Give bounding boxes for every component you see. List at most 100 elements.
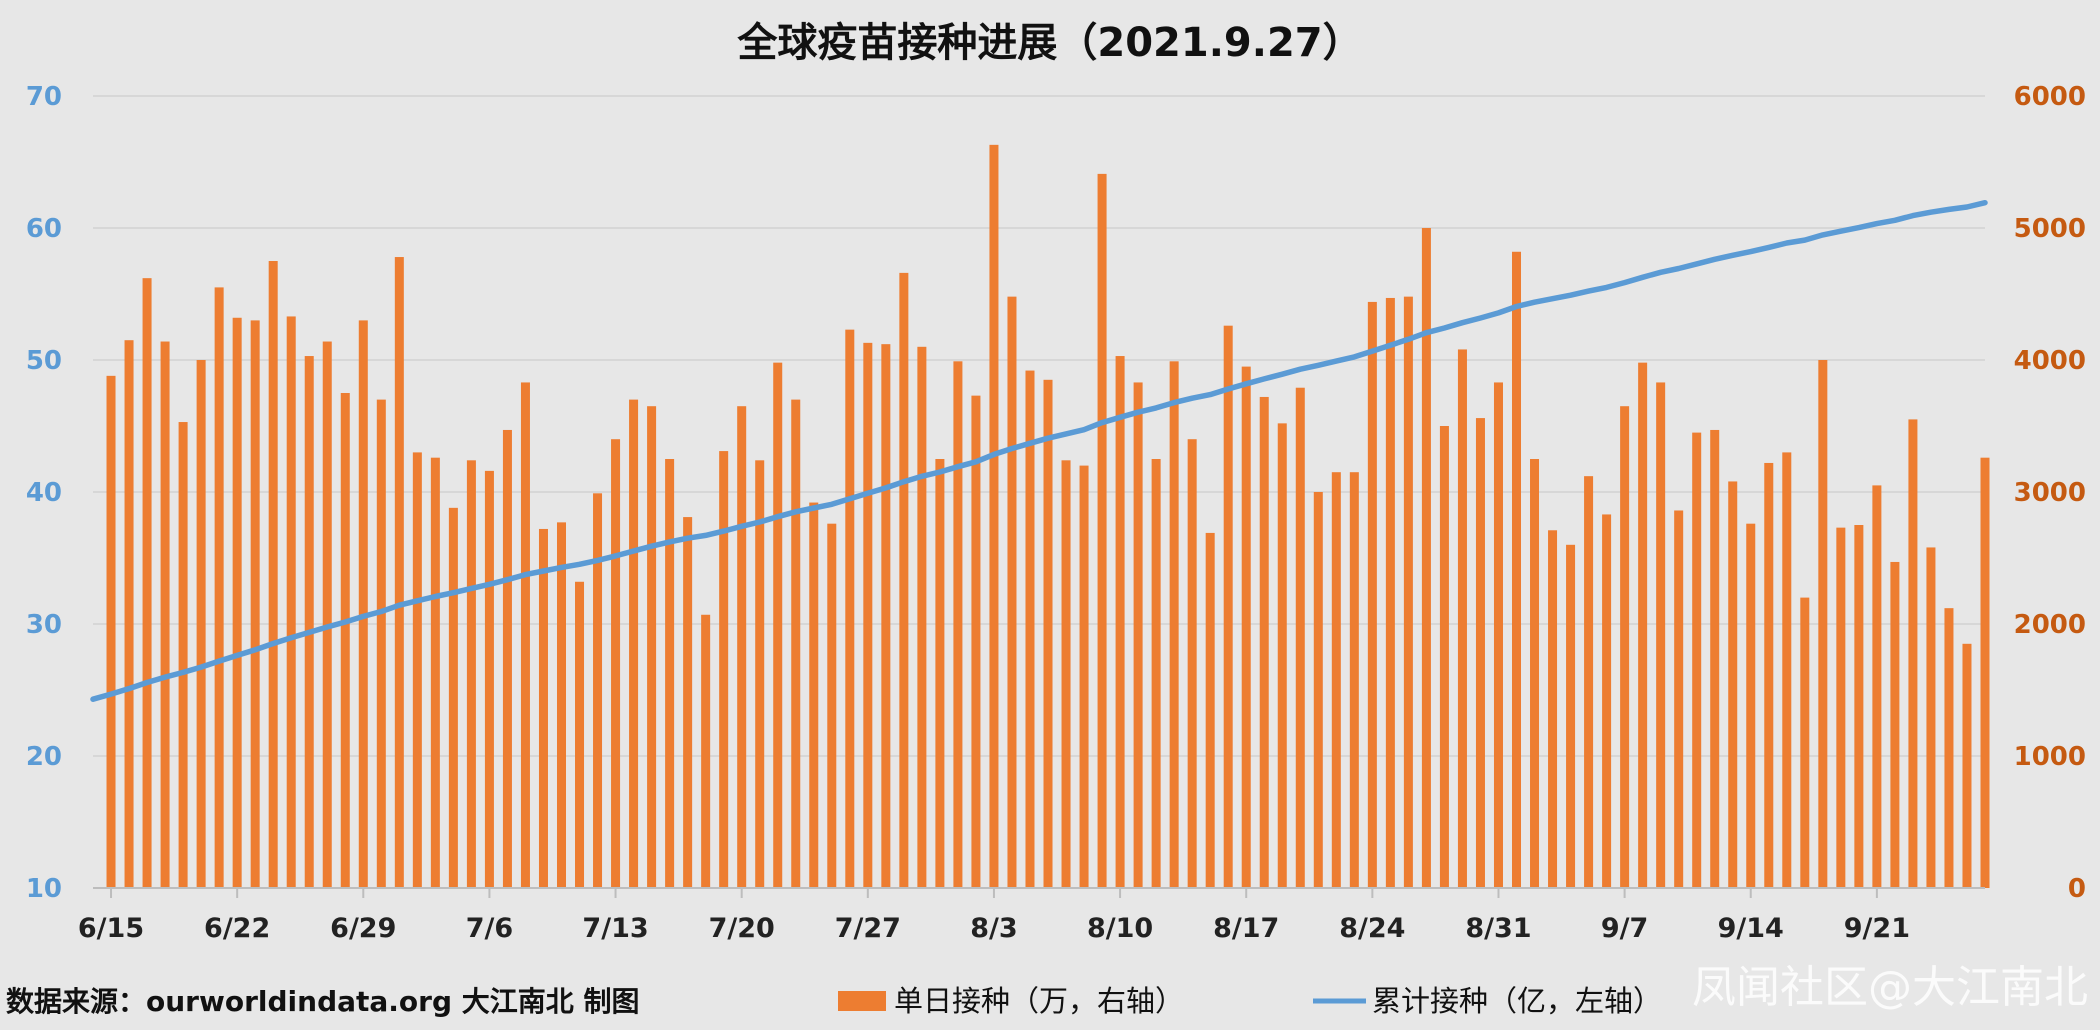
x-tick-label: 6/22 — [204, 913, 270, 944]
daily-bar — [1638, 362, 1648, 888]
daily-bar — [737, 406, 747, 888]
daily-bar — [232, 317, 242, 888]
daily-bar — [1403, 296, 1413, 888]
daily-bar — [1836, 527, 1846, 888]
daily-bar — [701, 614, 711, 888]
x-tick-label: 8/31 — [1465, 913, 1531, 944]
daily-bar — [322, 341, 332, 888]
daily-bar — [827, 523, 837, 888]
daily-bar — [1061, 460, 1071, 888]
daily-bar — [755, 460, 765, 888]
daily-bar — [1764, 462, 1774, 888]
daily-bars — [106, 144, 1990, 889]
daily-bar — [1079, 465, 1089, 888]
source-note: 数据来源：ourworldindata.org 大江南北 制图 — [6, 985, 640, 1018]
y-left-tick-label: 40 — [26, 478, 62, 508]
daily-bar — [1962, 643, 1972, 888]
daily-bar — [196, 360, 206, 888]
daily-bar — [484, 470, 494, 888]
daily-bar — [466, 460, 476, 888]
daily-bar — [899, 272, 909, 888]
legend-bar-swatch — [838, 991, 886, 1011]
y-right-tick-label: 2000 — [2014, 610, 2086, 640]
daily-bar — [845, 329, 855, 888]
daily-bar — [340, 393, 350, 888]
daily-bar — [1439, 426, 1449, 888]
daily-bar — [214, 287, 224, 888]
daily-bar — [1367, 301, 1377, 888]
daily-bar — [863, 342, 873, 889]
daily-bar — [142, 278, 152, 888]
daily-bar — [394, 257, 404, 888]
daily-bar — [1566, 544, 1576, 888]
chart-title: 全球疫苗接种进展（2021.9.27） — [736, 20, 1362, 66]
daily-bar — [1277, 423, 1287, 888]
daily-bar — [1169, 361, 1179, 888]
daily-bar — [520, 382, 530, 888]
daily-bar — [376, 399, 386, 888]
daily-bar — [1602, 514, 1612, 888]
x-tick-label: 7/13 — [582, 913, 648, 944]
daily-bar — [881, 344, 891, 888]
daily-bar — [1115, 356, 1125, 888]
y-left-tick-label: 60 — [26, 214, 62, 244]
daily-bar — [593, 493, 603, 888]
daily-bar — [1385, 297, 1395, 889]
legend-line-label: 累计接种（亿，左轴） — [1372, 984, 1662, 1018]
daily-bar — [1548, 530, 1558, 888]
daily-bar — [1782, 452, 1792, 888]
daily-bar — [935, 459, 945, 888]
daily-bar — [286, 316, 296, 888]
daily-bar — [1223, 325, 1233, 888]
daily-bar — [1313, 492, 1323, 888]
daily-bar — [1926, 547, 1936, 888]
daily-bar — [1295, 387, 1305, 888]
x-tick-label: 9/7 — [1601, 913, 1648, 944]
x-tick-label: 9/21 — [1844, 913, 1910, 944]
daily-bar — [268, 261, 278, 888]
y-right-tick-label: 3000 — [2014, 478, 2086, 508]
daily-bar — [1349, 472, 1359, 888]
x-tick-label: 7/27 — [835, 913, 901, 944]
y-right-tick-label: 1000 — [2014, 742, 2086, 772]
daily-bar — [250, 320, 260, 888]
daily-bar — [1944, 608, 1954, 888]
daily-bar — [412, 452, 422, 888]
daily-bar — [1025, 370, 1035, 888]
daily-bar — [971, 395, 981, 888]
daily-bar — [1512, 251, 1522, 888]
daily-bar — [1205, 532, 1215, 888]
daily-bar — [1584, 476, 1594, 888]
x-tick-label: 8/17 — [1213, 913, 1279, 944]
daily-bar — [953, 361, 963, 888]
daily-bar — [1620, 406, 1630, 888]
daily-bar — [773, 362, 783, 888]
daily-bar — [1097, 173, 1107, 888]
daily-bar — [1187, 439, 1197, 888]
x-tick-label: 7/6 — [466, 913, 513, 944]
cumulative-line-path — [90, 199, 1988, 702]
daily-bar — [917, 346, 927, 888]
x-tick-label: 9/14 — [1718, 913, 1784, 944]
daily-bar — [575, 581, 585, 888]
daily-bar — [106, 375, 116, 889]
x-tick-label: 6/15 — [78, 913, 144, 944]
axes: 10 20 30 40 50 60 70 0 1000 2000 3000 4000 5000 6000 6… — [26, 82, 2086, 944]
y-left-tick-label: 10 — [26, 874, 62, 904]
cumulative-line — [90, 199, 1988, 702]
daily-bar — [611, 439, 621, 888]
daily-bar — [1656, 382, 1666, 888]
daily-bar — [1908, 419, 1918, 888]
daily-bar — [1692, 432, 1702, 888]
daily-bar — [1241, 366, 1251, 889]
y-left-tick-label: 20 — [26, 742, 62, 772]
daily-bar — [124, 340, 134, 888]
daily-bar — [1421, 228, 1431, 888]
daily-bar — [448, 507, 458, 888]
y-right-tick-label: 6000 — [2014, 82, 2086, 112]
daily-bar — [1475, 418, 1485, 888]
daily-bar — [1151, 459, 1161, 888]
x-tick-label: 8/24 — [1339, 913, 1405, 944]
daily-bar — [647, 406, 657, 888]
